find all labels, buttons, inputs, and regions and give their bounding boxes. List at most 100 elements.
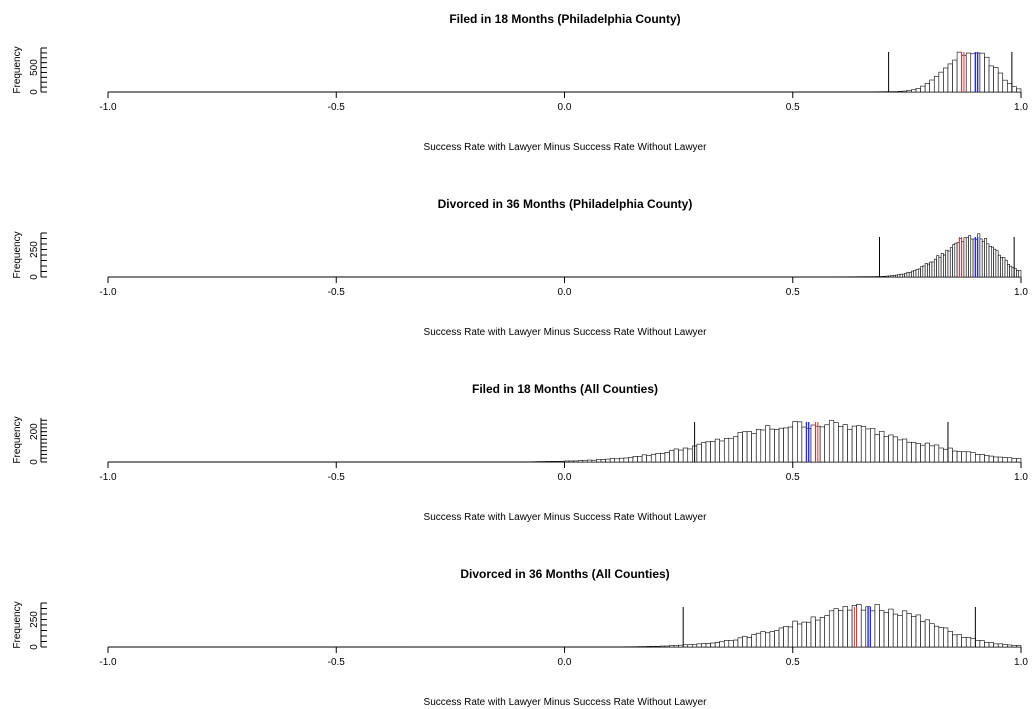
histogram-bar: [915, 614, 921, 648]
histogram-bar: [673, 448, 679, 463]
histogram-bar: [678, 644, 684, 648]
histogram-bar: [938, 71, 944, 93]
histogram-bar: [911, 270, 915, 278]
histogram-bar: [673, 645, 679, 648]
histogram-bar: [710, 642, 716, 648]
histogram-bar: [913, 270, 917, 278]
histogram-bar: [783, 427, 789, 463]
histogram-bar: [1002, 644, 1008, 648]
histogram-bar: [605, 458, 611, 463]
histogram-bar: [751, 433, 757, 463]
histogram-bar: [1007, 644, 1013, 648]
histogram-bar: [705, 441, 711, 463]
histogram-bar: [929, 79, 935, 93]
histogram-bar: [892, 436, 899, 463]
histogram-bar: [742, 635, 748, 648]
histogram-bar: [828, 420, 835, 463]
histogram-bar: [550, 461, 556, 463]
histogram-bar: [888, 608, 894, 648]
chart-title: Filed in 18 Months (All Counties): [472, 382, 658, 396]
histogram-bar: [1002, 257, 1006, 278]
histogram-bar: [559, 460, 565, 463]
x-axis-label: Success Rate with Lawyer Minus Success R…: [424, 512, 708, 523]
histogram-bar: [819, 426, 826, 463]
histogram-bar: [933, 75, 940, 93]
histogram-bars: [408, 604, 1022, 648]
histogram-bar: [778, 427, 784, 463]
histogram-bar: [687, 644, 693, 648]
histogram-bar: [915, 268, 919, 278]
histogram-bar: [628, 457, 634, 463]
histogram-bar: [737, 637, 743, 648]
histogram-bar: [943, 254, 946, 278]
histogram-bar: [810, 424, 816, 463]
panel-3: Filed in 18 Months (All Counties) Frequen…: [12, 382, 1028, 523]
histogram-bar: [938, 627, 944, 648]
x-axis-label: Success Rate with Lawyer Minus Success R…: [424, 142, 708, 153]
histogram-bar: [938, 447, 944, 463]
x-tick-label: -0.5: [328, 102, 346, 113]
histogram-bar: [879, 610, 885, 648]
histogram-bar: [883, 276, 887, 278]
histogram-bar: [810, 616, 816, 648]
histogram-bar: [632, 455, 638, 463]
histogram-bar: [965, 637, 972, 648]
histogram-bar: [655, 453, 661, 463]
histogram-bar: [719, 440, 725, 463]
histogram-bar: [701, 643, 707, 648]
histogram-bar: [609, 458, 616, 463]
y-axis-label: Frequency: [12, 46, 23, 93]
histogram-bar: [897, 274, 901, 278]
histogram-bar: [979, 52, 985, 93]
histogram-bar: [769, 631, 775, 648]
histogram-bar: [902, 610, 908, 648]
histogram-bar: [952, 450, 958, 463]
histogram-bar: [760, 631, 766, 648]
histogram-bar: [687, 448, 693, 463]
x-tick-label: -0.5: [328, 657, 346, 668]
histogram-bar: [650, 453, 657, 463]
x-tick-label: 0.5: [786, 657, 800, 668]
x-tick-label: -1.0: [99, 472, 117, 483]
histogram-bar: [915, 443, 921, 463]
histogram-bar: [906, 613, 912, 648]
histogram-bar: [975, 640, 981, 648]
x-tick-label: 0.5: [786, 287, 800, 298]
histogram-bar: [938, 256, 942, 278]
histogram-bar: [669, 645, 675, 648]
histogram-bar: [963, 237, 967, 278]
histogram-bar: [915, 88, 921, 93]
histogram-bar: [1018, 270, 1022, 278]
histogram-bar: [890, 275, 894, 278]
x-tick-label: -1.0: [99, 102, 117, 113]
histogram-bar: [952, 634, 958, 648]
histogram-bar: [865, 428, 871, 463]
histogram-bar: [906, 271, 910, 278]
histogram-bar: [723, 438, 730, 463]
histogram-bar: [733, 436, 739, 463]
histogram-bar: [947, 447, 953, 463]
histogram-bar: [984, 56, 990, 93]
histogram-bar: [851, 425, 857, 463]
histogram-bars: [532, 420, 1022, 463]
histogram-bar: [778, 627, 784, 648]
histogram-bar: [920, 444, 926, 463]
panel-4: Divorced in 36 Months (All Counties) Freq…: [12, 567, 1028, 708]
histogram-bar: [733, 639, 739, 648]
histogram-bar: [1011, 645, 1017, 648]
histogram-bar: [993, 248, 997, 278]
histogram-bar: [970, 238, 974, 278]
y-tick-label: 250: [29, 611, 40, 628]
histogram-bar: [1002, 79, 1008, 93]
histogram-bar: [815, 619, 821, 648]
histogram-bar: [929, 623, 935, 648]
histogram-bar: [902, 90, 908, 93]
y-axis-label: Frequency: [12, 231, 23, 278]
x-tick-label: 0.5: [786, 472, 800, 483]
histogram-bar: [797, 623, 803, 648]
histogram-bar: [582, 459, 588, 463]
histogram-bar: [555, 461, 561, 463]
histogram-bar: [806, 621, 812, 648]
histogram-bar: [696, 443, 702, 463]
